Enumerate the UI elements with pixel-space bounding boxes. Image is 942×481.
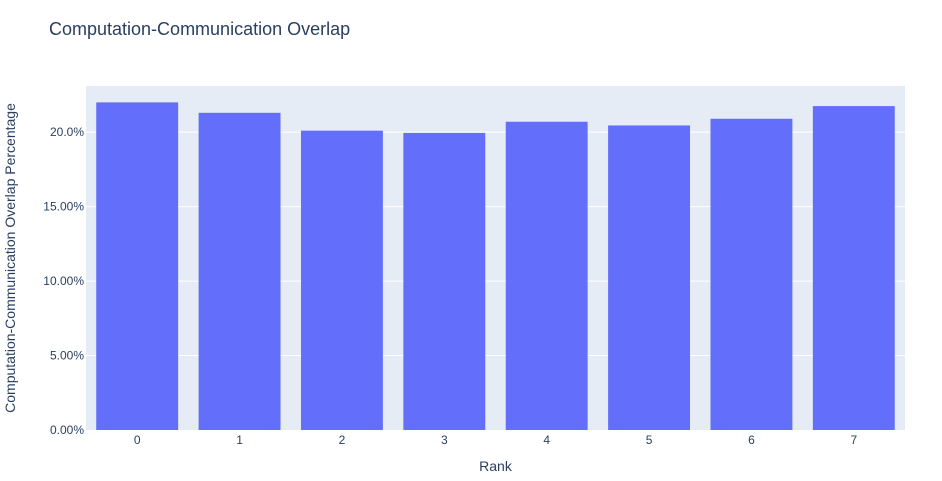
x-tick-label: 5	[646, 433, 653, 447]
y-tick-label: 20.0%	[50, 125, 84, 139]
chart-title: Computation-Communication Overlap	[49, 19, 350, 39]
y-axis-title: Computation-Communication Overlap Percen…	[2, 103, 18, 413]
x-axis-title: Rank	[479, 458, 513, 474]
bar-rank-3[interactable]	[403, 132, 486, 430]
x-tick-label: 3	[441, 433, 448, 447]
y-tick-label: 5.00%	[50, 349, 84, 363]
bar-rank-0[interactable]	[96, 102, 179, 430]
y-tick-label: 15.00%	[43, 200, 84, 214]
x-axis-ticks: 0 1 2 3 4 5 6 7	[134, 433, 858, 447]
bars	[96, 102, 895, 431]
y-tick-label: 0.00%	[50, 423, 84, 437]
bar-rank-4[interactable]	[505, 121, 588, 430]
x-tick-label: 0	[134, 433, 141, 447]
bar-rank-2[interactable]	[300, 130, 383, 430]
bar-rank-7[interactable]	[812, 106, 895, 431]
x-tick-label: 6	[748, 433, 755, 447]
x-tick-label: 2	[339, 433, 346, 447]
y-axis-ticks: 0.00% 5.00% 10.00% 15.00% 20.0%	[43, 125, 84, 437]
y-tick-label: 10.00%	[43, 274, 84, 288]
x-tick-label: 7	[850, 433, 857, 447]
x-tick-label: 1	[236, 433, 243, 447]
bar-rank-5[interactable]	[608, 125, 691, 431]
bar-rank-6[interactable]	[710, 118, 793, 430]
x-tick-label: 4	[543, 433, 550, 447]
bar-rank-1[interactable]	[198, 112, 281, 431]
